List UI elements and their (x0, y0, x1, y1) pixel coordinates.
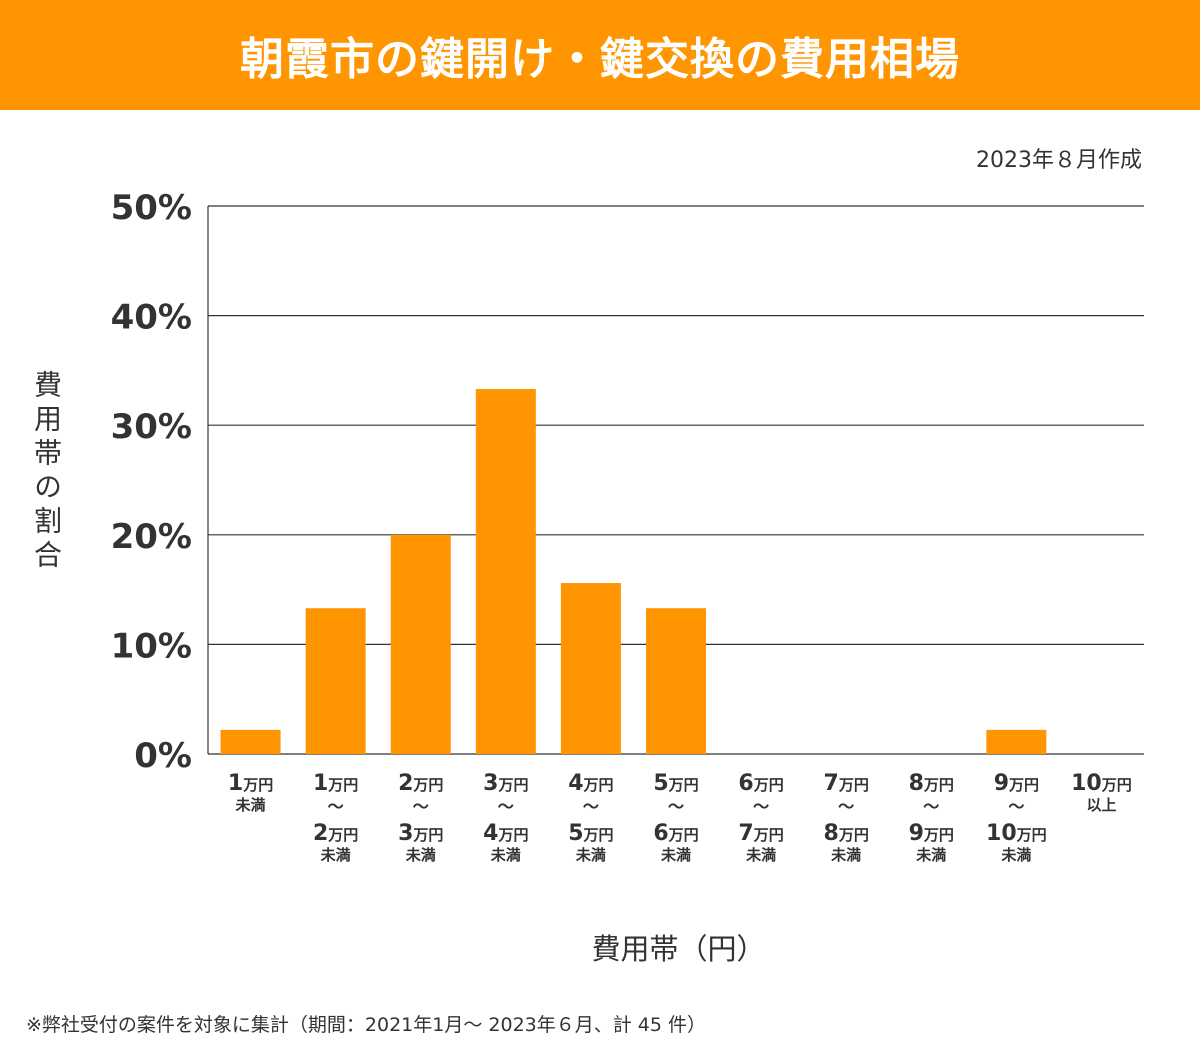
x-tick-label: 10万円以上 (1071, 771, 1132, 814)
y-tick-label: 20% (111, 517, 192, 557)
page-title: 朝霞市の鍵開け・鍵交換の費用相場 (240, 34, 960, 85)
bar (986, 729, 1047, 754)
bar (305, 608, 366, 754)
y-tick-label: 10% (111, 626, 192, 666)
x-tick-label: 9万円～ 10万円未満 (986, 771, 1047, 864)
x-tick-label: 7万円～ 8万円未満 (824, 771, 869, 864)
y-tick-label: 0% (134, 736, 192, 776)
x-tick-label: 3万円～ 4万円未満 (483, 771, 528, 864)
x-tick-label: 6万円～ 7万円未満 (738, 771, 783, 864)
bar (560, 583, 621, 754)
x-tick-label: 1万円未満 (228, 771, 273, 814)
y-tick-label: 40% (111, 298, 192, 338)
x-tick-label: 1万円～ 2万円未満 (313, 771, 358, 864)
footnote: ※弊社受付の案件を対象に集計（期間：2021年1月～ 2023年６月、計 45 … (26, 1014, 707, 1036)
bar-chart: 0% 10% 20% 30% 40% 50% 1万円未満 1万円～ 2万円未満 2万円～ 3万円未満… (111, 188, 1144, 864)
bar (390, 534, 451, 754)
y-tick-label: 30% (111, 407, 192, 447)
header-banner: 朝霞市の鍵開け・鍵交換の費用相場 (0, 0, 1200, 110)
x-tick-label: 8万円～ 9万円未満 (909, 771, 954, 864)
x-tick-label: 5万円～ 6万円未満 (653, 771, 698, 864)
bar (475, 389, 536, 754)
bar (220, 729, 281, 754)
creation-date: 2023年８月作成 (976, 148, 1142, 173)
x-axis-label: 費用帯（円） (591, 932, 766, 966)
y-axis-label: 費用帯の割合 (30, 370, 63, 574)
bar (646, 608, 706, 754)
y-tick-label: 50% (111, 188, 192, 228)
x-tick-label: 2万円～ 3万円未満 (398, 771, 443, 864)
x-tick-label: 4万円～ 5万円未満 (568, 771, 613, 864)
